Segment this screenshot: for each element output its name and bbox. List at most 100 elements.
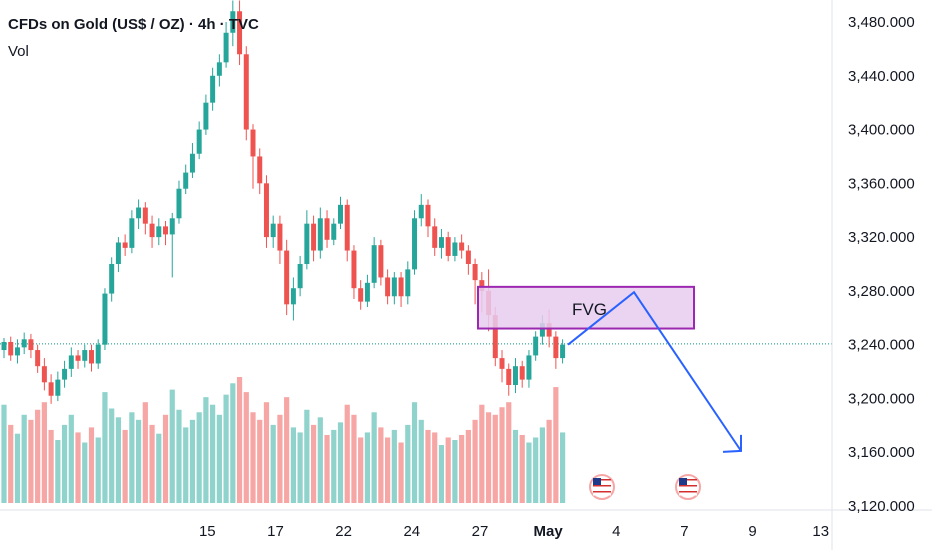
volume-bar	[324, 434, 330, 503]
volume-bar	[364, 432, 371, 503]
flag-canton	[593, 478, 601, 485]
candle-body	[358, 288, 364, 302]
candle-body	[546, 323, 552, 337]
volume-bar	[169, 389, 175, 503]
volume-bar	[270, 424, 276, 503]
candle-body	[55, 379, 61, 396]
candle-body	[210, 75, 216, 103]
volume-bar	[432, 432, 438, 503]
volume-bar	[405, 424, 411, 503]
candle-body	[553, 336, 559, 359]
candle-body	[41, 366, 47, 383]
candle-body	[539, 323, 545, 337]
flag-stripe	[593, 488, 611, 490]
volume-bars	[1, 377, 566, 503]
volume-bar	[156, 433, 162, 503]
volume-bar	[216, 414, 222, 503]
candle-body	[398, 277, 404, 297]
volume-bar	[546, 419, 552, 503]
candle-body	[459, 242, 465, 251]
candle-body	[385, 277, 391, 297]
time-tick-label: 9	[748, 523, 756, 540]
volume-bar	[8, 424, 14, 503]
volume-bar	[149, 424, 155, 503]
price-tick-label: 3,120.000	[848, 498, 915, 515]
time-tick-label: 7	[680, 523, 688, 540]
candle-body	[438, 237, 444, 248]
volume-bar	[48, 429, 54, 503]
last-price-badge: 3,240.610	[849, 317, 917, 334]
volume-bar	[196, 412, 202, 503]
volume-bar	[459, 434, 465, 503]
volume-bar	[304, 409, 310, 503]
flag-stripe	[679, 488, 697, 490]
volume-bar	[109, 408, 115, 503]
candle-body	[129, 218, 135, 248]
candle-body	[290, 288, 296, 305]
volume-bar	[553, 387, 559, 503]
fvg-label: FVG	[572, 300, 607, 319]
candle-body	[391, 277, 397, 297]
time-tick-label: 13	[812, 523, 829, 540]
volume-bar	[115, 417, 122, 503]
candle-body	[163, 226, 169, 235]
price-tick-label: 3,280.000	[848, 283, 915, 300]
projection-arrow[interactable]	[567, 290, 742, 452]
volume-bar	[230, 383, 236, 503]
flag-stripe	[679, 485, 697, 487]
volume-bar	[398, 442, 404, 503]
candle-body	[223, 32, 229, 63]
candle-body	[169, 218, 175, 235]
flag-canton	[679, 478, 687, 485]
candle-body	[183, 172, 189, 189]
volume-bar	[337, 422, 344, 503]
candle-body	[506, 368, 512, 385]
volume-bar	[418, 419, 424, 503]
volume-bar	[136, 419, 142, 503]
time-tick-label: 17	[267, 523, 284, 540]
price-tick-label: 3,400.000	[848, 122, 915, 139]
candle-body	[1, 341, 7, 351]
volume-bar	[236, 377, 243, 503]
candle-body	[88, 350, 94, 364]
candle-body	[156, 226, 162, 238]
time-axis[interactable]: 15 17 22 24 27 May 4 7 9 13	[199, 523, 829, 540]
candle-body	[344, 204, 350, 251]
candle-body	[21, 339, 27, 348]
candle-body	[189, 153, 195, 173]
flag-stripe	[679, 491, 697, 493]
candle-body	[142, 207, 148, 224]
volume-bar	[499, 407, 505, 503]
volume-bar	[122, 429, 128, 503]
volume-bar	[95, 437, 101, 503]
candle-body	[445, 237, 451, 256]
volume-bar	[391, 429, 397, 503]
economic-events	[589, 474, 701, 500]
volume-bar	[492, 414, 498, 503]
volume-bar	[243, 392, 249, 503]
candle-body	[351, 250, 357, 289]
volume-bar	[411, 402, 418, 503]
candle-body	[331, 223, 337, 240]
candle-body	[257, 156, 263, 184]
volume-bar	[35, 409, 41, 503]
volume-bar	[129, 412, 135, 503]
flag-stripe	[679, 479, 697, 481]
candle-body	[472, 264, 478, 281]
candle-body	[297, 264, 303, 289]
price-tick-label: 3,200.000	[848, 390, 915, 407]
candle-body	[35, 350, 41, 367]
candle-body	[378, 245, 384, 278]
volume-bar	[189, 419, 196, 503]
candle-body	[270, 223, 276, 238]
candle-body	[14, 347, 20, 356]
volume-bar	[385, 437, 391, 503]
price-tick-label: 3,320.000	[848, 229, 915, 246]
fvg-zone[interactable]	[477, 285, 695, 330]
candle-body	[418, 204, 424, 219]
flag-stripe	[593, 494, 611, 496]
volume-bar	[506, 402, 512, 503]
volume-bar	[290, 427, 296, 503]
